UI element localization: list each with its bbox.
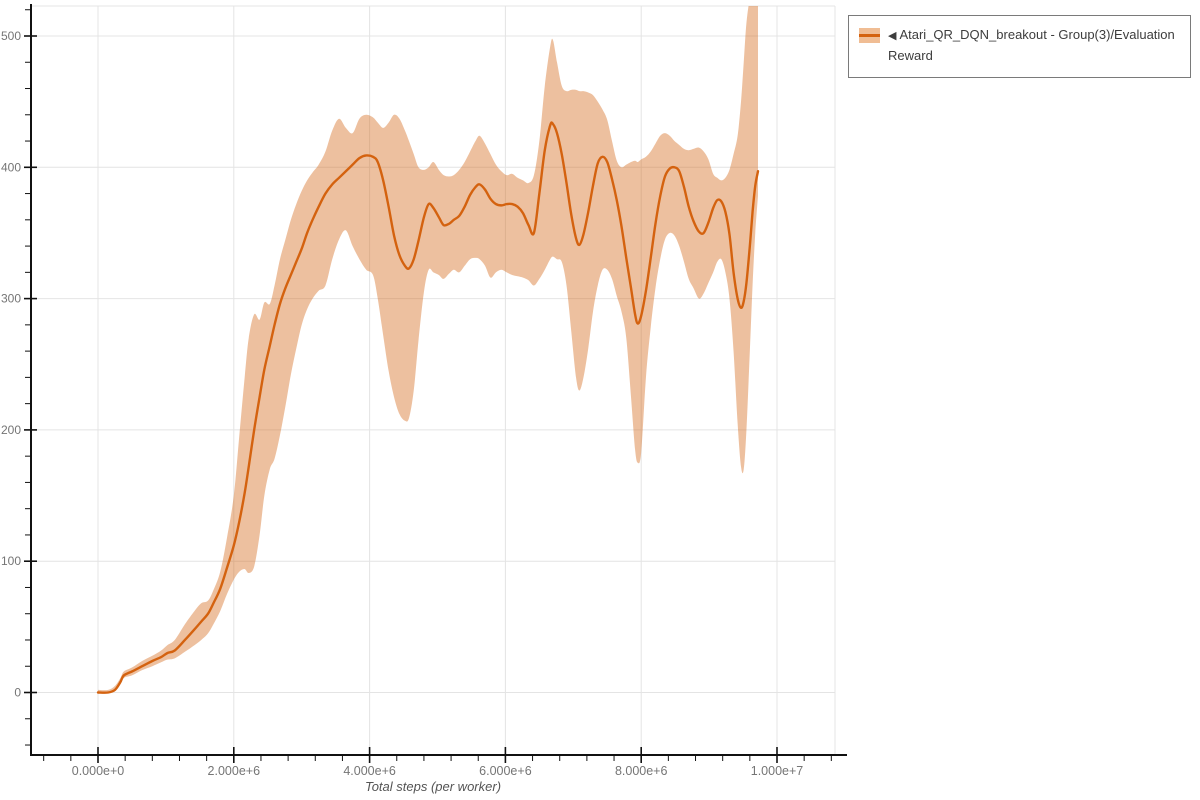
svg-text:1.000e+7: 1.000e+7 <box>751 764 804 778</box>
svg-text:100: 100 <box>1 554 21 568</box>
legend-item[interactable]: ◀ Atari_QR_DQN_breakout - Group(3)/Evalua… <box>859 25 1180 67</box>
collapse-arrow-icon: ◀ <box>888 30 897 42</box>
svg-text:0.000e+0: 0.000e+0 <box>72 764 125 778</box>
legend-swatch-line-icon <box>859 34 880 37</box>
svg-text:6.000e+6: 6.000e+6 <box>479 764 532 778</box>
ticks <box>24 9 832 763</box>
legend-swatch <box>859 28 880 43</box>
svg-text:4.000e+6: 4.000e+6 <box>343 764 396 778</box>
y-tick-labels: 0 100 200 300 400 500 <box>1 29 21 700</box>
svg-text:400: 400 <box>1 160 21 174</box>
svg-text:0: 0 <box>14 686 21 700</box>
svg-text:2.000e+6: 2.000e+6 <box>208 764 261 778</box>
reward-line <box>96 121 760 694</box>
svg-text:200: 200 <box>1 423 21 437</box>
legend-label: ◀ Atari_QR_DQN_breakout - Group(3)/Evalua… <box>888 25 1180 67</box>
svg-text:300: 300 <box>1 292 21 306</box>
legend-label-text: Atari_QR_DQN_breakout - Group(3)/Evaluat… <box>888 27 1175 63</box>
gridlines <box>31 5 836 755</box>
svg-text:500: 500 <box>1 29 21 43</box>
confidence-band <box>98 6 758 693</box>
x-tick-labels: 0.000e+0 2.000e+6 4.000e+6 6.000e+6 8.000e+6… <box>72 764 804 778</box>
svg-text:8.000e+6: 8.000e+6 <box>615 764 668 778</box>
axes <box>30 4 847 756</box>
x-axis-label: Total steps (per worker) <box>365 779 501 794</box>
legend: ◀ Atari_QR_DQN_breakout - Group(3)/Evalua… <box>848 15 1191 78</box>
